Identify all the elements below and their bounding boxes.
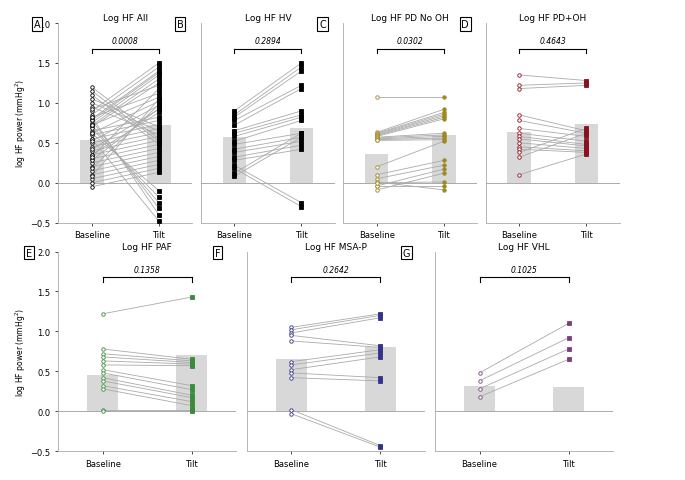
- Title: Log HF PD+OH: Log HF PD+OH: [519, 14, 586, 23]
- Text: 0.0008: 0.0008: [112, 37, 139, 46]
- Text: 0.0302: 0.0302: [397, 37, 424, 46]
- Bar: [290, 129, 313, 183]
- Text: G: G: [403, 248, 410, 258]
- Bar: [223, 138, 246, 183]
- Text: B: B: [177, 20, 184, 30]
- Title: Log HF MSA-P: Log HF MSA-P: [305, 242, 366, 251]
- Text: 0.4643: 0.4643: [539, 37, 566, 46]
- Text: A: A: [34, 20, 40, 30]
- Text: D: D: [462, 20, 469, 30]
- Bar: [80, 141, 103, 183]
- Bar: [553, 387, 584, 411]
- Bar: [364, 348, 396, 411]
- Bar: [87, 375, 119, 411]
- Text: 0.1025: 0.1025: [510, 265, 538, 274]
- Text: 0.2894: 0.2894: [254, 37, 282, 46]
- Title: Log HF PAF: Log HF PAF: [123, 242, 172, 251]
- Bar: [275, 360, 307, 411]
- Y-axis label: log HF power (mmHg$^2$): log HF power (mmHg$^2$): [13, 307, 27, 396]
- Text: 0.2642: 0.2642: [322, 265, 349, 274]
- Text: C: C: [319, 20, 326, 30]
- Title: Log HF VHL: Log HF VHL: [498, 242, 550, 251]
- Text: 0.1358: 0.1358: [134, 265, 161, 274]
- Bar: [432, 135, 456, 183]
- Bar: [464, 386, 495, 411]
- Title: Log HF HV: Log HF HV: [245, 14, 291, 23]
- Bar: [176, 356, 208, 411]
- Text: F: F: [214, 248, 220, 258]
- Bar: [365, 155, 388, 183]
- Bar: [147, 126, 171, 183]
- Bar: [508, 133, 531, 183]
- Text: E: E: [26, 248, 32, 258]
- Bar: [575, 124, 598, 183]
- Title: Log HF PD No OH: Log HF PD No OH: [371, 14, 449, 23]
- Y-axis label: log HF power (mmHg$^2$): log HF power (mmHg$^2$): [13, 79, 27, 168]
- Title: Log HF All: Log HF All: [103, 14, 148, 23]
